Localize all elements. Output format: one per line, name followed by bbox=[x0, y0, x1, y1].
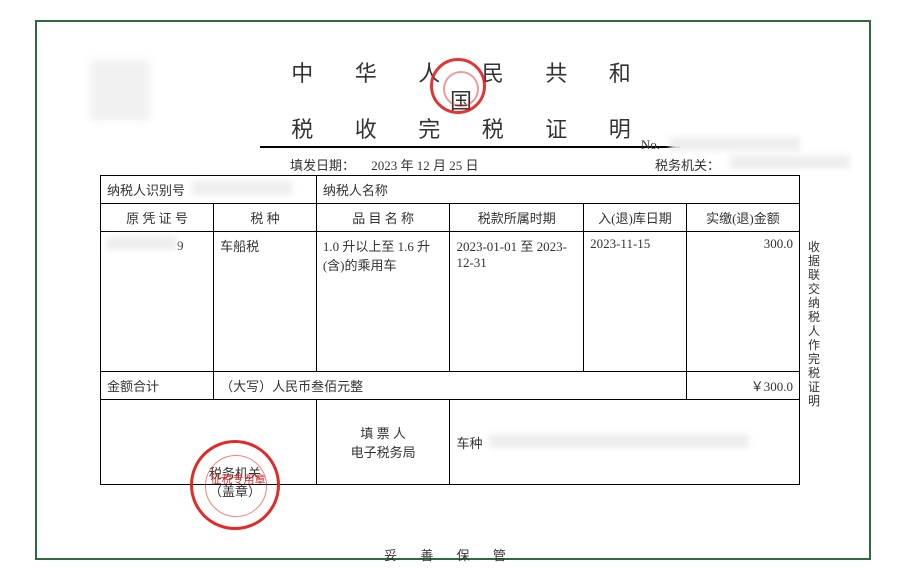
td-indate: 2023-11-15 bbox=[584, 232, 687, 372]
agency-label: 税务机关： bbox=[655, 155, 720, 174]
remark-cell: 车种 bbox=[450, 400, 800, 485]
no-value-redacted bbox=[670, 137, 800, 151]
tax-table: 纳税人识别号 纳税人名称 原 凭 证 号 税 种 品 目 名 称 税款所属时期 … bbox=[100, 175, 800, 485]
th-taxtype: 税 种 bbox=[214, 204, 317, 232]
td-voucher: 9 bbox=[101, 232, 214, 372]
seal-bottom-icon: 征税专用章 bbox=[190, 440, 280, 530]
issue-label: 填发日期： 2023 年 12 月 25 日 bbox=[290, 155, 479, 174]
th-item: 品 目 名 称 bbox=[316, 204, 450, 232]
total-words: （大写）人民币叁佰元整 bbox=[214, 372, 687, 400]
seal-top-icon bbox=[430, 58, 486, 114]
filler-label: 填 票 人 bbox=[323, 423, 444, 442]
seal-inner-text: 征税专用章 bbox=[193, 473, 283, 487]
th-period: 税款所属时期 bbox=[450, 204, 584, 232]
total-label: 金额合计 bbox=[101, 372, 214, 400]
remark-redacted bbox=[489, 434, 749, 448]
logo-placeholder bbox=[90, 60, 150, 120]
taxpayer-name-cell: 纳税人名称 bbox=[316, 176, 799, 204]
td-amount: 300.0 bbox=[686, 232, 799, 372]
side-text: 收据联 交纳税人作完税证明 bbox=[806, 240, 822, 408]
title-underline bbox=[260, 146, 680, 148]
taxpayer-id-label: 纳税人识别号 bbox=[107, 183, 185, 198]
taxpayer-id-redacted bbox=[192, 181, 292, 195]
total-amount: ￥300.0 bbox=[686, 372, 799, 400]
td-taxtype: 车船税 bbox=[214, 232, 317, 372]
taxpayer-name-label: 纳税人名称 bbox=[323, 183, 388, 198]
agency-value-redacted bbox=[730, 155, 850, 169]
voucher-redacted bbox=[107, 236, 177, 250]
remark-suffix: 车种 bbox=[456, 436, 482, 451]
filler-value: 电子税务局 bbox=[323, 442, 444, 461]
th-amount: 实缴(退)金额 bbox=[686, 204, 799, 232]
title-line2: 税 收 完 税 证 明 bbox=[260, 116, 680, 144]
issue-date-label: 填发日期： bbox=[290, 158, 355, 173]
taxpayer-id-cell: 纳税人识别号 bbox=[101, 176, 317, 204]
voucher-suffix: 9 bbox=[177, 238, 184, 253]
th-voucher: 原 凭 证 号 bbox=[101, 204, 214, 232]
td-period: 2023-01-01 至 2023-12-31 bbox=[450, 232, 584, 372]
td-item: 1.0 升以上至 1.6 升(含)的乘用车 bbox=[316, 232, 450, 372]
th-indate: 入(退)库日期 bbox=[584, 204, 687, 232]
filler-cell: 填 票 人 电子税务局 bbox=[316, 400, 450, 485]
footer-text: 妥 善 保 管 bbox=[100, 545, 800, 564]
no-label: No. bbox=[641, 137, 660, 153]
issue-date-value: 2023 年 12 月 25 日 bbox=[371, 158, 478, 173]
